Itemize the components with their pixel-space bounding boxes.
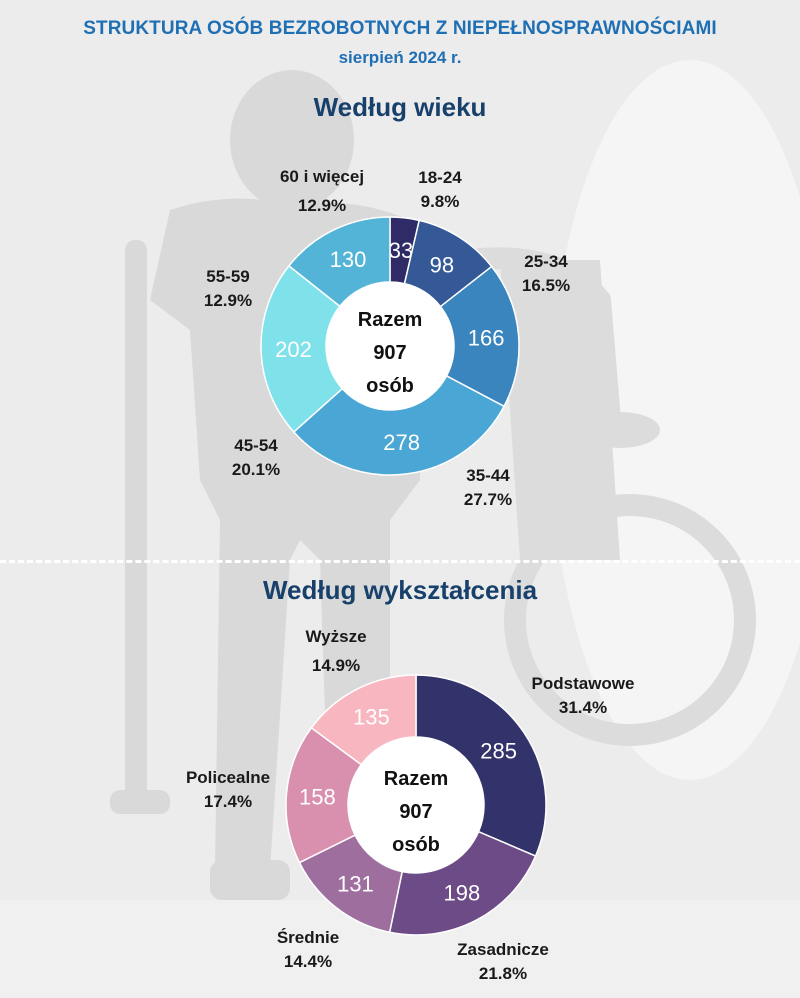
percent-label: 20.1% — [231, 460, 281, 479]
label-age-60-plus: 60 i więcej 12.9% — [262, 162, 382, 220]
edu-value-label-2: 131 — [337, 871, 374, 896]
category-label: 25-34 — [524, 252, 568, 271]
percent-label: 17.4% — [203, 792, 253, 811]
percent-label: 12.9% — [297, 196, 347, 215]
label-age-35-44: 35-44 27.7% — [448, 464, 528, 512]
education-chart-title: Według wykształcenia — [262, 575, 538, 605]
category-label: 18-24 — [418, 168, 462, 187]
edu-value-label-3: 158 — [299, 784, 336, 809]
age-value-label-2: 166 — [468, 325, 505, 350]
percent-label: 16.5% — [521, 276, 571, 295]
category-label: Średnie — [276, 928, 340, 947]
label-age-18-24: 18-24 9.8% — [400, 166, 480, 214]
age-value-label-0: 33 — [389, 238, 413, 263]
edu-center-hole — [348, 737, 484, 873]
edu-center-text-0: Razem — [384, 768, 448, 790]
label-edu-policealne: Policealne 17.4% — [168, 766, 288, 814]
label-edu-srednie: Średnie 14.4% — [258, 926, 358, 974]
age-value-label-4: 202 — [275, 337, 312, 362]
edu-center-text-1: 907 — [399, 801, 432, 823]
age-value-label-3: 278 — [383, 430, 420, 455]
category-label: 35-44 — [466, 466, 510, 485]
main-title: STRUKTURA OSÓB BEZROBOTNYCH Z NIEPEŁNOSP… — [83, 18, 717, 39]
label-edu-podstawowe: Podstawowe 31.4% — [518, 672, 648, 720]
percent-label: 12.9% — [203, 291, 253, 310]
label-edu-zasadnicze: Zasadnicze 21.8% — [438, 938, 568, 986]
label-age-55-59: 55-59 12.9% — [188, 265, 268, 313]
category-label: Wyższe — [305, 627, 367, 646]
percent-label: 9.8% — [420, 192, 460, 211]
category-label: 55-59 — [206, 267, 250, 286]
percent-label: 31.4% — [558, 698, 608, 717]
percent-label: 27.7% — [463, 490, 513, 509]
percent-label: 14.9% — [311, 656, 361, 675]
age-center-text-0: Razem — [358, 309, 422, 331]
category-label: Podstawowe — [531, 674, 635, 693]
age-center-hole — [326, 282, 454, 410]
category-label: 60 i więcej — [279, 167, 365, 186]
category-label: 45-54 — [234, 436, 278, 455]
label-edu-wyzsze: Wyższe 14.9% — [286, 622, 386, 680]
percent-label: 21.8% — [478, 964, 528, 983]
edu-value-label-4: 135 — [353, 705, 390, 730]
edu-value-label-1: 198 — [443, 881, 480, 906]
subtitle: sierpień 2024 r. — [338, 48, 462, 67]
edu-value-label-0: 285 — [480, 738, 517, 763]
category-label: Zasadnicze — [457, 940, 549, 959]
age-value-label-1: 98 — [430, 253, 454, 278]
age-center-text-2: osób — [366, 375, 414, 397]
section-divider — [0, 560, 800, 563]
percent-label: 14.4% — [283, 952, 333, 971]
age-chart-title: Według wieku — [313, 92, 487, 122]
category-label: Policealne — [185, 768, 271, 787]
age-center-text-1: 907 — [373, 342, 406, 364]
label-age-25-34: 25-34 16.5% — [506, 250, 586, 298]
edu-center-text-2: osób — [392, 834, 440, 856]
age-value-label-5: 130 — [330, 247, 367, 272]
label-age-45-54: 45-54 20.1% — [216, 434, 296, 482]
